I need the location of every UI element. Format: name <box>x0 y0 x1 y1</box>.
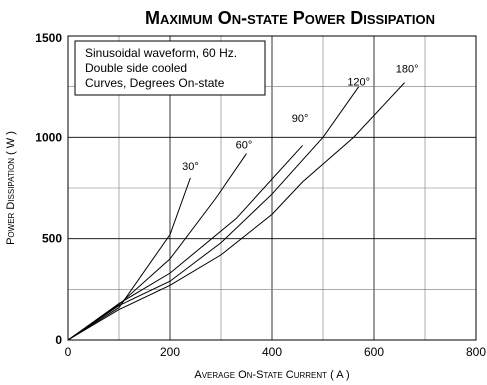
annotation-line-3: Curves, Degrees On-state <box>85 76 225 90</box>
series-line <box>67 82 405 341</box>
x-tick-label: 800 <box>466 345 486 359</box>
x-tick-label: 200 <box>160 345 180 359</box>
y-axis-title: Power Dissipation ( W ) <box>5 131 17 245</box>
series-line <box>67 177 191 341</box>
plot-frame <box>67 35 477 341</box>
annotation-box-border <box>74 40 266 96</box>
series-line <box>67 86 360 341</box>
series-line <box>67 145 303 341</box>
series-label: 120° <box>347 77 370 89</box>
x-tick-label: 600 <box>364 345 384 359</box>
x-tick-label: 0 <box>65 345 72 359</box>
annotation-line-1: Sinusoidal waveform, 60 Hz. <box>85 46 237 60</box>
annotation-line-2: Double side cooled <box>85 61 187 75</box>
y-tick-label: 500 <box>42 232 62 246</box>
series-label: 90° <box>292 113 309 125</box>
y-tick-label: 0 <box>55 333 62 347</box>
series-line <box>67 153 247 341</box>
x-axis-title: Average On-State Current ( A ) <box>194 369 349 381</box>
tick-labels: 0 200 400 600 800 0 500 1000 1500 <box>35 31 486 359</box>
y-tick-label: 1500 <box>35 31 62 45</box>
y-tick-label: 1000 <box>35 130 62 144</box>
series-labels: 30° 60° 90° 120° 180° <box>182 63 418 172</box>
series-label: 180° <box>396 63 419 75</box>
series-label: 30° <box>182 161 199 173</box>
chart-title: Maximum On-state Power Dissipation <box>145 8 435 28</box>
annotation-box: Sinusoidal waveform, 60 Hz. Double side … <box>74 40 266 96</box>
series-label: 60° <box>236 139 253 151</box>
series-lines <box>67 82 405 341</box>
x-tick-label: 400 <box>262 345 282 359</box>
